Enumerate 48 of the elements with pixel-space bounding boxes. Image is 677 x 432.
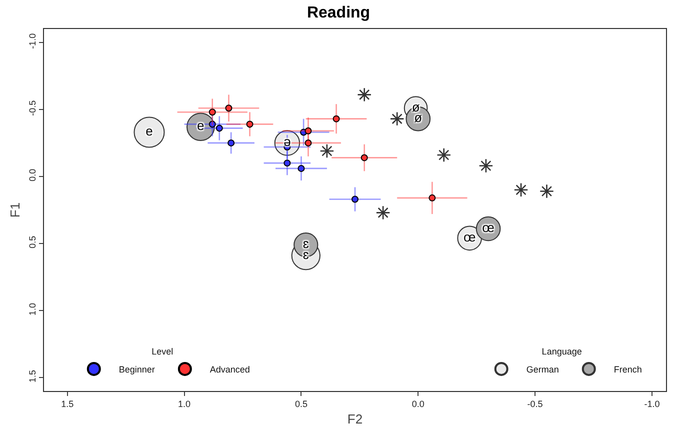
y-tick-label: 1.5 (27, 370, 38, 382)
x-tick-label: -0.5 (527, 398, 543, 409)
point (436, 148, 452, 162)
point (304, 139, 312, 146)
text: Language (542, 346, 582, 356)
x-tick-label: 1.5 (61, 398, 74, 409)
point (208, 120, 216, 128)
legend-label: German (526, 364, 559, 374)
x-tick-label: 1.0 (178, 398, 191, 409)
point (228, 139, 235, 146)
point (514, 182, 528, 198)
y-tick-label: 0.0 (27, 168, 38, 182)
point (332, 115, 340, 122)
point (216, 124, 223, 132)
data-label: œ (463, 229, 476, 244)
x-tick-label: 0.0 (412, 398, 424, 409)
x-axis-title: F2 (347, 411, 363, 426)
text: Level (152, 346, 174, 356)
point (357, 87, 372, 102)
x-tick-label: 0.5 (294, 398, 308, 409)
point (428, 194, 436, 202)
data-label: e (146, 123, 153, 138)
point (390, 112, 404, 126)
chart-title: Reading (306, 4, 370, 22)
data-label: e (197, 118, 204, 134)
legend-label: French (614, 364, 642, 374)
data-label: ɛ (302, 236, 309, 252)
data-label: œ (482, 220, 494, 236)
point (478, 158, 494, 174)
point (208, 108, 216, 116)
point (246, 120, 254, 128)
y-axis-title: F1 (7, 202, 22, 218)
point (284, 160, 291, 167)
y-tick-label: 1.0 (27, 302, 38, 316)
point (360, 154, 368, 162)
x-tick-label: -1.0 (644, 398, 660, 409)
y-tick-label: -0.5 (27, 100, 38, 116)
legend-label: Beginner (118, 364, 155, 374)
point (352, 196, 358, 203)
point (225, 104, 232, 112)
y-tick-label: 0.5 (27, 236, 38, 248)
point (298, 164, 305, 172)
y-tick-label: -1.0 (27, 33, 38, 49)
point (539, 184, 554, 198)
legend-label: Advanced (210, 364, 250, 374)
point (320, 144, 334, 158)
point (304, 127, 312, 134)
point (376, 205, 390, 220)
